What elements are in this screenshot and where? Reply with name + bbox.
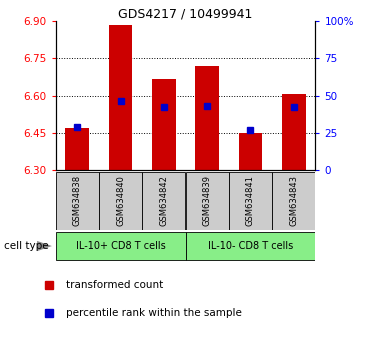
Text: transformed count: transformed count — [66, 280, 163, 290]
Bar — [239, 133, 262, 170]
Bar — [186, 172, 229, 230]
Bar — [56, 172, 99, 230]
Bar — [229, 172, 272, 230]
Text: GSM634838: GSM634838 — [73, 175, 82, 227]
Text: GSM634843: GSM634843 — [289, 175, 298, 227]
Bar — [56, 232, 186, 261]
Text: cell type: cell type — [4, 241, 48, 251]
Bar — [99, 172, 142, 230]
Bar — [142, 172, 186, 230]
Text: GSM634840: GSM634840 — [116, 176, 125, 226]
Text: GSM634841: GSM634841 — [246, 176, 255, 226]
Text: GSM634842: GSM634842 — [160, 176, 168, 226]
Text: IL-10- CD8 T cells: IL-10- CD8 T cells — [208, 241, 293, 251]
Text: IL-10+ CD8 T cells: IL-10+ CD8 T cells — [76, 241, 165, 251]
Title: GDS4217 / 10499941: GDS4217 / 10499941 — [118, 7, 253, 20]
Bar — [272, 172, 315, 230]
Text: percentile rank within the sample: percentile rank within the sample — [66, 308, 242, 318]
Bar — [195, 66, 219, 170]
Bar — [282, 95, 306, 170]
Bar — [152, 80, 176, 170]
Bar — [65, 128, 89, 170]
Polygon shape — [37, 241, 52, 251]
Bar — [109, 25, 132, 170]
Text: GSM634839: GSM634839 — [203, 175, 211, 227]
Bar — [186, 232, 315, 261]
